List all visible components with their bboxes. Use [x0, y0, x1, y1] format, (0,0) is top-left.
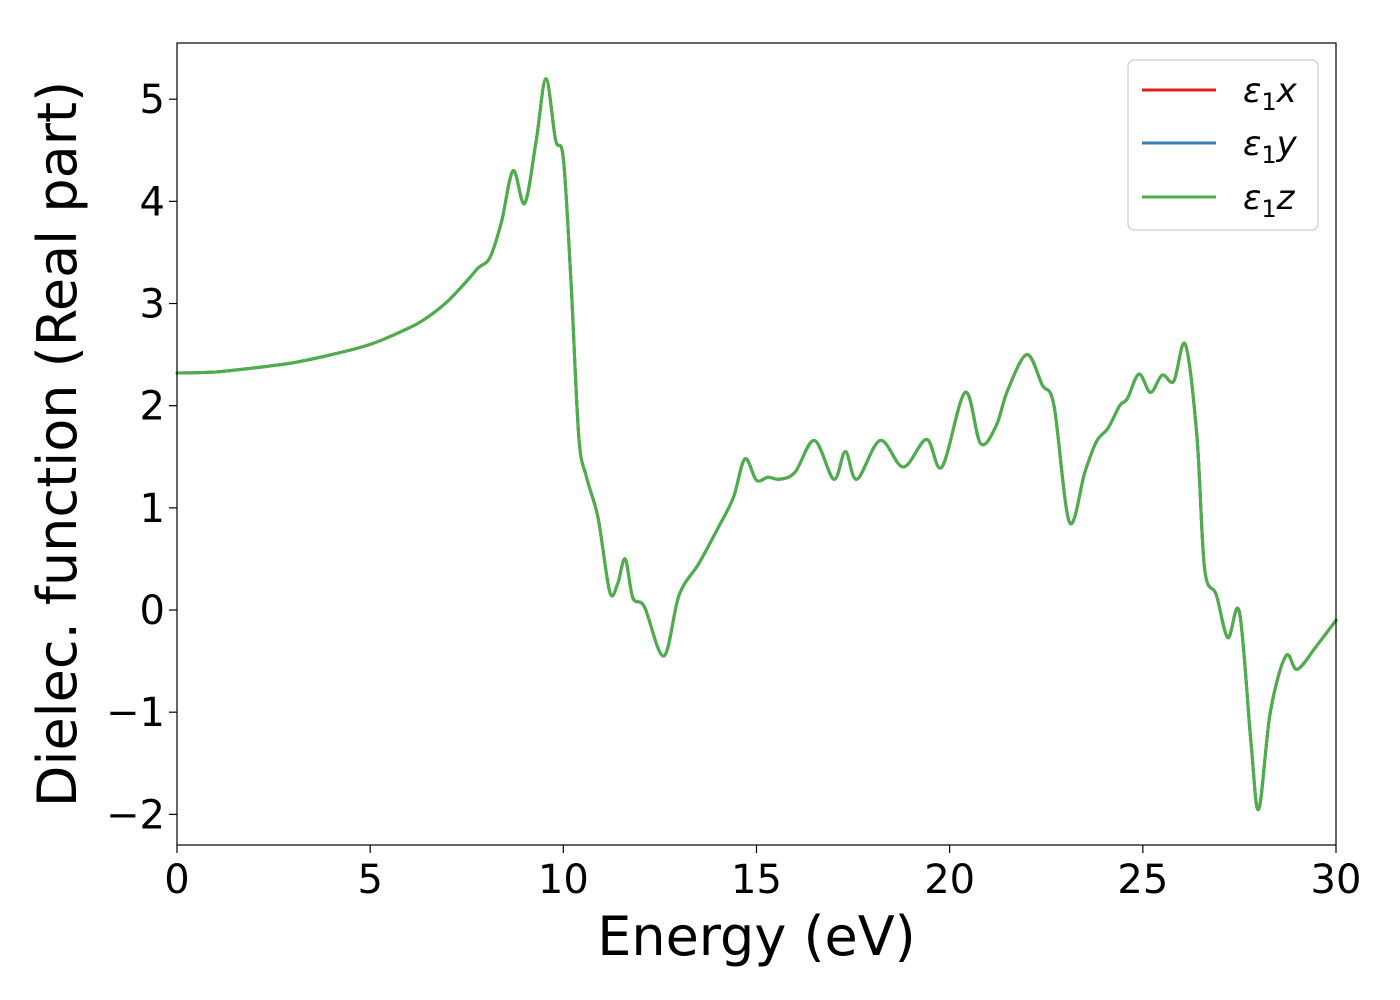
legend-label-y: ε1y: [1243, 124, 1298, 169]
x-tick-label: 15: [731, 857, 782, 903]
legend-label-z: ε1z: [1243, 178, 1296, 223]
x-tick-label: 30: [1311, 857, 1362, 903]
y-axis-ticks: −2 −1 0 1 2 3 4 5: [106, 77, 177, 838]
x-tick-label: 5: [357, 857, 382, 903]
y-tick-label: 0: [140, 588, 165, 634]
x-axis-label: Energy (eV): [597, 905, 916, 968]
legend-subscript: 1: [1261, 141, 1276, 169]
series-line-z: [175, 77, 1338, 811]
legend-label-x: ε1x: [1243, 71, 1298, 116]
y-tick-label: 4: [140, 179, 165, 225]
y-axis-label: Dielec. function (Real part): [26, 81, 89, 807]
legend-axis-letter: y: [1276, 124, 1298, 164]
y-tick-label: 5: [140, 77, 165, 123]
y-tick-label: −2: [106, 792, 165, 838]
y-tick-label: 3: [140, 282, 165, 328]
y-tick-label: −1: [106, 690, 165, 736]
legend-axis-letter: z: [1276, 178, 1296, 218]
x-axis-ticks: 0 5 10 15 20 25 30: [164, 845, 1361, 903]
series-layer: [175, 77, 1338, 811]
legend-epsilon: ε: [1243, 124, 1261, 164]
legend-subscript: 1: [1261, 195, 1276, 223]
y-tick-label: 2: [140, 384, 165, 430]
x-tick-label: 25: [1117, 857, 1168, 903]
x-tick-label: 10: [538, 857, 589, 903]
x-tick-label: 0: [164, 857, 189, 903]
legend-axis-letter: x: [1276, 71, 1298, 111]
legend-subscript: 1: [1261, 88, 1276, 116]
y-tick-label: 1: [140, 486, 165, 532]
legend-frame: [1127, 59, 1319, 231]
legend-epsilon: ε: [1243, 71, 1261, 111]
legend-epsilon: ε: [1243, 178, 1261, 218]
x-tick-label: 20: [924, 857, 975, 903]
